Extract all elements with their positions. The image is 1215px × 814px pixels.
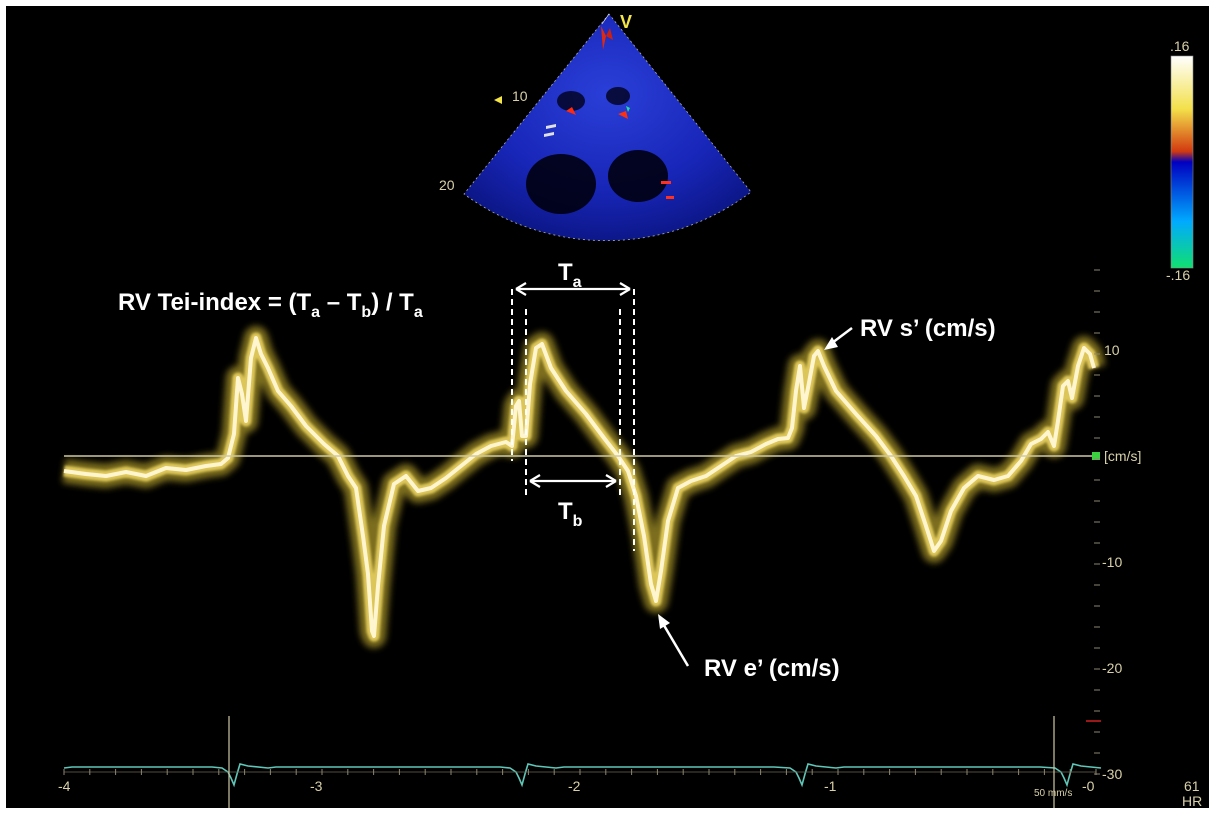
color-bar-bottom-label: -.16: [1166, 267, 1190, 283]
s-prime-label: RV s’ (cm/s): [860, 315, 996, 342]
tei-index-annotation: Ta Tb RV Tei-index = (Ta – Tb) / Ta: [118, 259, 635, 551]
ta-label: Ta: [558, 259, 582, 291]
velocity-unit-label: [cm/s]: [1104, 448, 1141, 464]
e-prime-arrow: [660, 621, 690, 667]
tb-label: Tb: [558, 498, 583, 530]
e-prime-label: RV e’ (cm/s): [704, 655, 840, 682]
depth-mark-10: 10: [512, 88, 528, 104]
heart-rate-label: HR: [1182, 793, 1202, 808]
echo-canvas: V 10 20 .16 -.16 [cm/s] 10 -10 -20 -30 -…: [58, 12, 1202, 808]
sweep-speed: 50 mm/s: [1034, 788, 1072, 799]
time-tick-minus-1: -1: [824, 778, 837, 794]
velocity-tick-minus-20: -20: [1102, 660, 1122, 676]
probe-orientation-marker: V: [620, 12, 632, 32]
focus-marker-icon: [494, 96, 502, 104]
time-tick-minus-3: -3: [310, 778, 323, 794]
velocity-tick-10: 10: [1104, 342, 1120, 358]
time-axis: -4 -3 -2 -1 -0 50 mm/s: [58, 769, 1097, 799]
echo-screen: V 10 20 .16 -.16 [cm/s] 10 -10 -20 -30 -…: [6, 6, 1209, 808]
baseline-handle[interactable]: [1092, 452, 1100, 460]
ecg-trace: [63, 763, 1102, 788]
color-doppler-sector: [463, 13, 752, 242]
spectral-doppler-trace: [62, 326, 1106, 648]
tei-index-formula: RV Tei-index = (Ta – Tb) / Ta: [118, 289, 423, 321]
depth-mark-20: 20: [439, 177, 455, 193]
color-bar-top-label: .16: [1170, 38, 1190, 54]
velocity-scale: 10 -10 -20 -30: [1086, 269, 1122, 782]
time-tick-minus-4: -4: [58, 778, 71, 794]
color-bar-strip: [1170, 55, 1194, 269]
velocity-tick-minus-10: -10: [1102, 554, 1122, 570]
e-prime-annotation: RV e’ (cm/s): [658, 614, 840, 682]
s-prime-annotation: RV s’ (cm/s): [824, 315, 996, 350]
heart-rate-value: 61: [1184, 778, 1200, 794]
color-bar: .16 -.16: [1166, 38, 1194, 283]
time-tick-minus-2: -2: [568, 778, 581, 794]
velocity-tick-minus-30: -30: [1102, 766, 1122, 782]
time-tick-0: -0: [1082, 778, 1095, 794]
